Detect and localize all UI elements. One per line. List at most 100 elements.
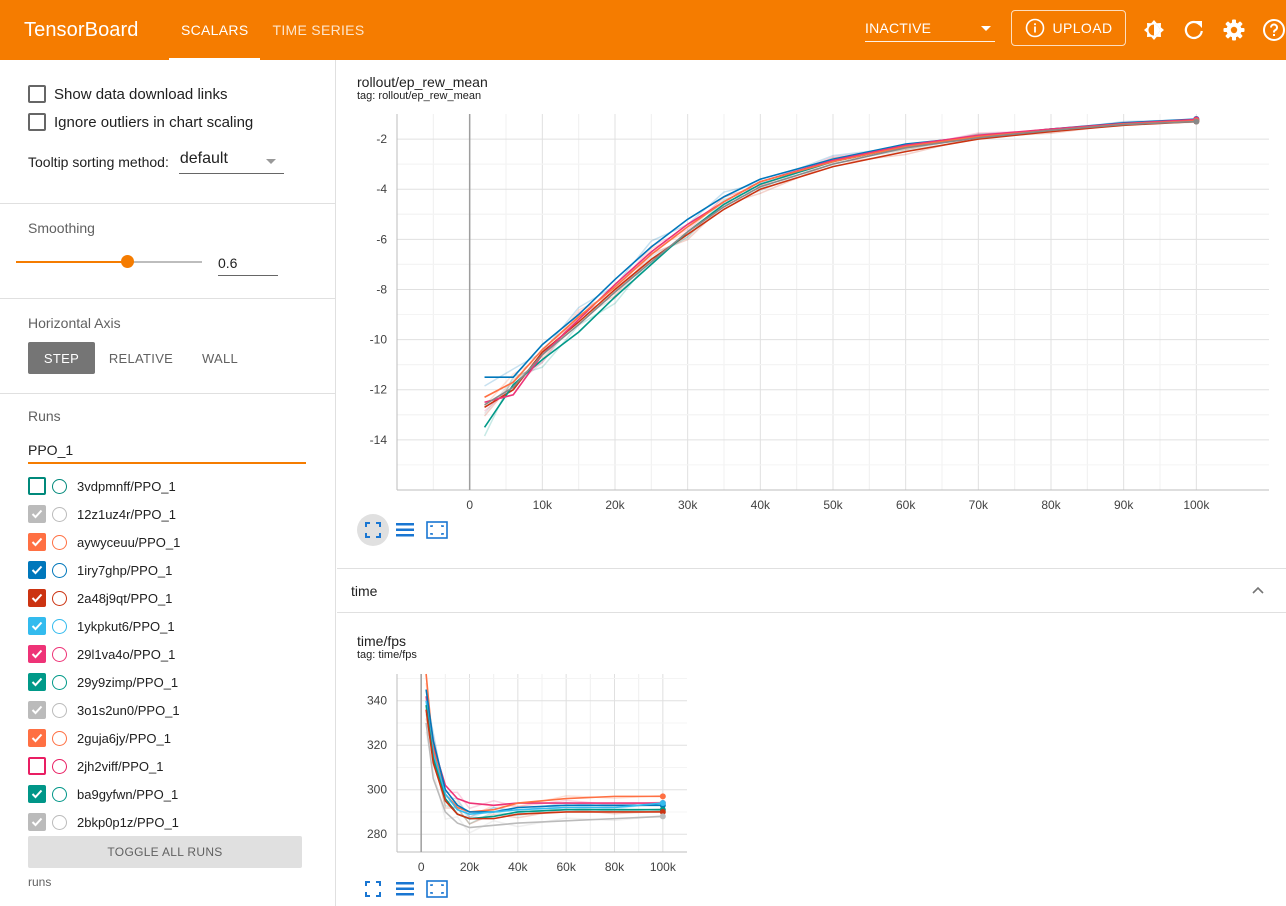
run-color-swatch[interactable]	[52, 786, 67, 802]
download-links-checkbox[interactable]	[28, 85, 46, 103]
run-checkbox[interactable]	[28, 533, 46, 551]
chart2-tag: tag: time/fps	[357, 649, 417, 661]
smoothing-slider-thumb[interactable]	[121, 255, 135, 268]
brand-title: TensorBoard	[24, 18, 139, 41]
refresh-icon[interactable]	[1182, 18, 1206, 42]
run-color-swatch[interactable]	[52, 590, 67, 606]
log-scale-icon[interactable]	[389, 873, 421, 905]
x-tick-label: 0	[466, 498, 473, 512]
run-checkbox[interactable]	[28, 701, 46, 719]
run-item[interactable]: 3vdpmnff/PPO_1	[28, 472, 335, 500]
run-label: 3o1s2un0/PPO_1	[77, 702, 180, 718]
run-label: 1iry7ghp/PPO_1	[77, 562, 173, 578]
run-color-swatch[interactable]	[52, 506, 67, 522]
x-tick-label: 100k	[650, 860, 677, 874]
toggle-all-runs-button[interactable]: TOGGLE ALL RUNS	[28, 836, 302, 868]
tooltip-sorting-value: default	[179, 150, 228, 167]
run-color-swatch[interactable]	[52, 730, 67, 746]
run-color-swatch[interactable]	[52, 646, 67, 662]
run-item[interactable]: 1ykpkut6/PPO_1	[28, 612, 335, 640]
run-checkbox[interactable]	[28, 673, 46, 691]
download-links-option[interactable]: Show data download links	[28, 80, 335, 108]
runs-section: Runs PPO_1 3vdpmnff/PPO_1 12z1uz4r/PPO_1 a…	[0, 394, 335, 836]
tab-time-series[interactable]: TIME SERIES	[272, 22, 365, 38]
help-icon[interactable]	[1262, 18, 1286, 42]
run-item[interactable]: 12z1uz4r/PPO_1	[28, 500, 335, 528]
run-item[interactable]: 2jh2viff/PPO_1	[28, 752, 335, 780]
run-checkbox[interactable]	[28, 813, 46, 831]
run-color-swatch[interactable]	[52, 702, 67, 718]
series-line	[483, 119, 1197, 428]
axis-wall-button[interactable]: WALL	[201, 350, 239, 366]
fit-domain-icon[interactable]	[421, 873, 453, 905]
run-checkbox[interactable]	[28, 729, 46, 747]
series-line	[484, 118, 1197, 379]
smoothing-input[interactable]: 0.6	[218, 250, 278, 276]
status-select-value: INACTIVE	[865, 19, 932, 36]
run-item[interactable]: 1iry7ghp/PPO_1	[28, 556, 335, 584]
tab-scalars[interactable]: SCALARS	[169, 0, 261, 60]
run-color-swatch[interactable]	[52, 674, 67, 690]
settings-section: Show data download links Ignore outliers…	[0, 60, 335, 204]
chart2-title: time/fps	[357, 633, 407, 649]
y-tick-label: 340	[367, 694, 387, 708]
tooltip-sorting-select[interactable]: default	[178, 150, 284, 174]
run-label: 3vdpmnff/PPO_1	[77, 478, 176, 494]
log-scale-icon[interactable]	[389, 514, 421, 546]
x-tick-label: 30k	[678, 498, 698, 512]
x-tick-label: 40k	[508, 860, 528, 874]
ignore-outliers-checkbox[interactable]	[28, 113, 46, 131]
run-color-swatch[interactable]	[52, 758, 67, 774]
run-item[interactable]: 3o1s2un0/PPO_1	[28, 696, 335, 724]
theme-toggle-icon[interactable]	[1142, 18, 1166, 42]
fit-domain-icon[interactable]	[421, 514, 453, 546]
y-tick-label: 280	[367, 827, 387, 841]
ignore-outliers-option[interactable]: Ignore outliers in chart scaling	[28, 108, 335, 136]
run-color-swatch[interactable]	[52, 814, 67, 830]
run-item[interactable]: 29y9zimp/PPO_1	[28, 668, 335, 696]
run-checkbox[interactable]	[28, 505, 46, 523]
run-item[interactable]: 29l1va4o/PPO_1	[28, 640, 335, 668]
run-color-swatch[interactable]	[52, 534, 67, 550]
run-checkbox[interactable]	[28, 645, 46, 663]
plugin-status-select[interactable]: INACTIVE	[865, 14, 995, 42]
series-end-point	[659, 793, 666, 800]
run-item[interactable]: 2bkp0p1z/PPO_1	[28, 808, 335, 836]
run-item[interactable]: 2guja6jy/PPO_1	[28, 724, 335, 752]
fullscreen-icon[interactable]	[357, 873, 389, 905]
horizontal-axis-section: Horizontal Axis STEP RELATIVE WALL	[0, 299, 335, 394]
run-color-swatch[interactable]	[52, 478, 67, 494]
run-checkbox[interactable]	[28, 561, 46, 579]
axis-step-button[interactable]: STEP	[28, 342, 95, 374]
runs-filter-input[interactable]: PPO_1	[28, 438, 306, 464]
chart-time-fps[interactable]: 0 20k 40k 60k 80k 100k 340 320 300 280	[337, 666, 737, 876]
time-section-header[interactable]: time	[337, 568, 1286, 613]
run-label: 1ykpkut6/PPO_1	[77, 618, 175, 634]
run-color-swatch[interactable]	[52, 562, 67, 578]
info-icon	[1025, 18, 1044, 38]
time-section-title: time	[351, 582, 378, 599]
fullscreen-icon[interactable]	[357, 514, 389, 546]
chart-rollout-ep-rew-mean[interactable]: 0 10k 20k 30k 40k 50k 60k 70k 80k 90k 100k -2 -4 -6 -8…	[337, 104, 1286, 514]
run-color-swatch[interactable]	[52, 618, 67, 634]
run-checkbox[interactable]	[28, 785, 46, 803]
run-item[interactable]: aywyceuu/PPO_1	[28, 528, 335, 556]
x-tick-label: 60k	[556, 860, 576, 874]
run-item[interactable]: 2a48j9qt/PPO_1	[28, 584, 335, 612]
axis-relative-button[interactable]: RELATIVE	[108, 350, 174, 366]
chevron-up-icon[interactable]	[1252, 586, 1264, 594]
smoothing-slider[interactable]	[16, 255, 202, 268]
runs-title: Runs	[28, 408, 61, 424]
chevron-down-icon	[981, 26, 991, 31]
upload-button[interactable]: UPLOAD	[1011, 10, 1126, 46]
smoothing-slider-fill	[16, 261, 128, 263]
series-raw-line	[483, 120, 1197, 437]
run-checkbox[interactable]	[28, 589, 46, 607]
y-tick-label: -10	[370, 333, 388, 347]
run-item[interactable]: ba9gyfwn/PPO_1	[28, 780, 335, 808]
run-checkbox[interactable]	[28, 757, 46, 775]
run-checkbox[interactable]	[28, 477, 46, 495]
run-checkbox[interactable]	[28, 617, 46, 635]
series-line	[484, 120, 1197, 406]
settings-icon[interactable]	[1222, 18, 1246, 42]
